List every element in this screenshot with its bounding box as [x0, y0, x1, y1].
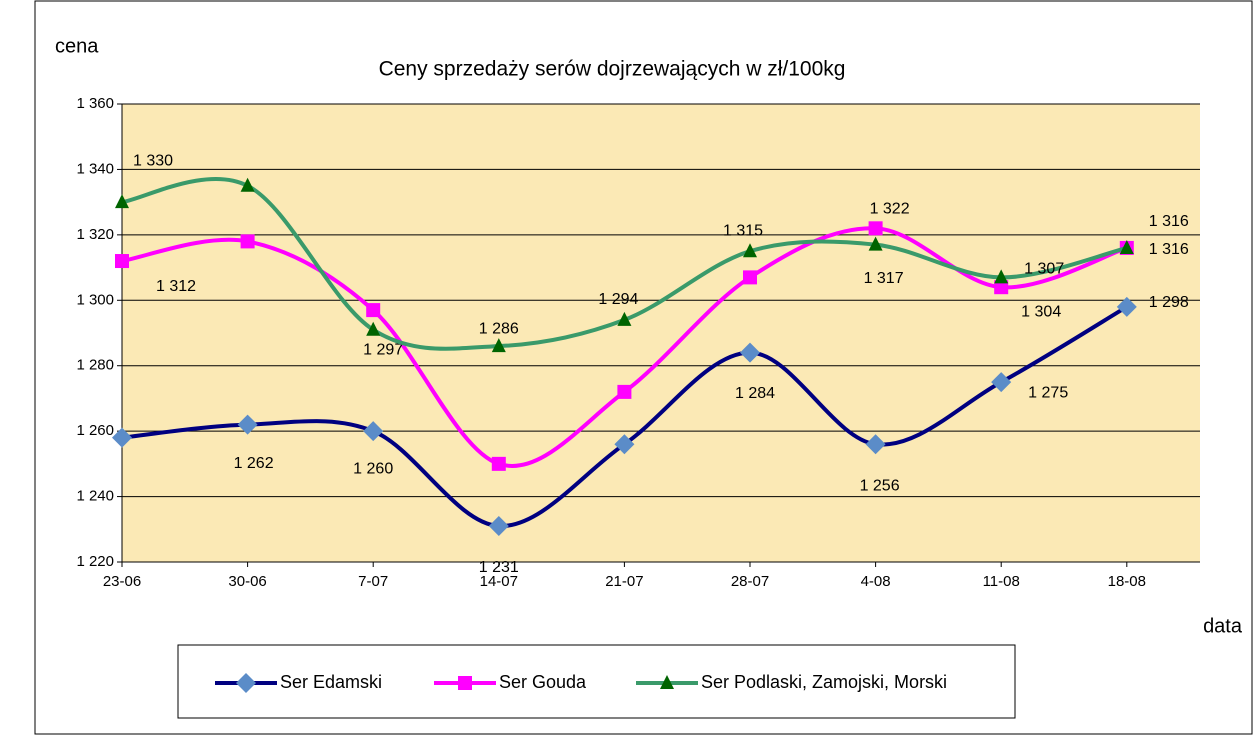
data-point	[488, 516, 509, 537]
data-point	[240, 234, 255, 249]
data-label: 1 260	[353, 460, 393, 477]
x-tick-label: 7-07	[358, 573, 388, 590]
legend-label: Ser Edamski	[280, 672, 382, 692]
legend-box	[177, 644, 1016, 719]
data-label: 1 316	[1149, 241, 1189, 258]
data-point	[743, 243, 757, 258]
data-point	[1116, 296, 1137, 317]
data-label: 1 297	[363, 341, 403, 358]
data-label: 1 330	[133, 152, 173, 169]
chart-title: Ceny sprzedaży serów dojrzewających w zł…	[379, 58, 846, 81]
data-point	[994, 269, 1009, 284]
y-tick-label: 1 320	[76, 226, 114, 243]
data-point	[1119, 239, 1134, 254]
x-tick-label: 21-07	[605, 573, 643, 590]
data-label: 1 294	[598, 291, 638, 308]
y-tick-label: 1 300	[76, 291, 114, 308]
data-label: 1 312	[156, 278, 196, 295]
x-tick-label: 28-07	[731, 573, 769, 590]
x-tick-label: 4-08	[861, 573, 891, 590]
data-label: 1 316	[1149, 213, 1189, 230]
y-tick-label: 1 360	[76, 95, 114, 112]
x-tick-label: 14-07	[480, 573, 518, 590]
y-tick-label: 1 240	[76, 488, 114, 505]
data-point	[868, 236, 883, 251]
legend-label: Ser Podlaski, Zamojski, Morski	[701, 672, 947, 692]
data-point	[991, 372, 1012, 393]
y-tick-label: 1 260	[76, 422, 114, 439]
data-label: 1 317	[864, 270, 904, 287]
data-label: 1 284	[735, 385, 775, 402]
data-point	[617, 311, 632, 326]
data-point	[740, 342, 760, 363]
y-tick-label: 1 220	[76, 553, 114, 570]
data-label: 1 286	[479, 320, 519, 337]
x-tick-label: 18-08	[1108, 573, 1146, 590]
data-point	[994, 280, 1009, 295]
data-label: 1 315	[723, 222, 763, 239]
data-label: 1 231	[479, 559, 519, 576]
data-label: 1 304	[1021, 303, 1061, 320]
data-point	[743, 270, 757, 285]
data-point	[240, 177, 255, 192]
data-point	[865, 434, 886, 455]
data-point	[366, 321, 381, 336]
x-tick-label: 30-06	[228, 573, 266, 590]
legend-label: Ser Gouda	[499, 672, 587, 692]
data-label: 1 322	[870, 201, 910, 218]
data-point	[112, 427, 132, 448]
data-point	[366, 303, 381, 318]
y-axis-label: cena	[55, 35, 99, 57]
data-point	[115, 254, 129, 269]
data-point	[363, 421, 384, 442]
y-tick-label: 1 340	[76, 160, 114, 177]
data-point	[491, 338, 506, 353]
data-point	[617, 384, 632, 399]
data-point	[868, 221, 883, 236]
data-label: 1 256	[860, 477, 900, 494]
x-axis-label: data	[1203, 615, 1243, 637]
data-label: 1 262	[234, 455, 274, 472]
data-label: 1 275	[1028, 384, 1068, 401]
data-label: 1 307	[1024, 261, 1064, 278]
data-point	[237, 414, 258, 435]
legend-marker	[458, 676, 472, 690]
x-tick-label: 11-08	[983, 573, 1020, 590]
legend-marker	[236, 673, 256, 693]
plot-area	[122, 104, 1200, 562]
x-tick-label: 23-06	[103, 573, 141, 590]
data-point	[491, 456, 506, 471]
y-tick-label: 1 280	[76, 357, 114, 374]
legend-marker	[660, 675, 674, 689]
data-label: 1 298	[1149, 294, 1189, 311]
data-point	[115, 194, 129, 209]
data-point	[614, 434, 635, 455]
